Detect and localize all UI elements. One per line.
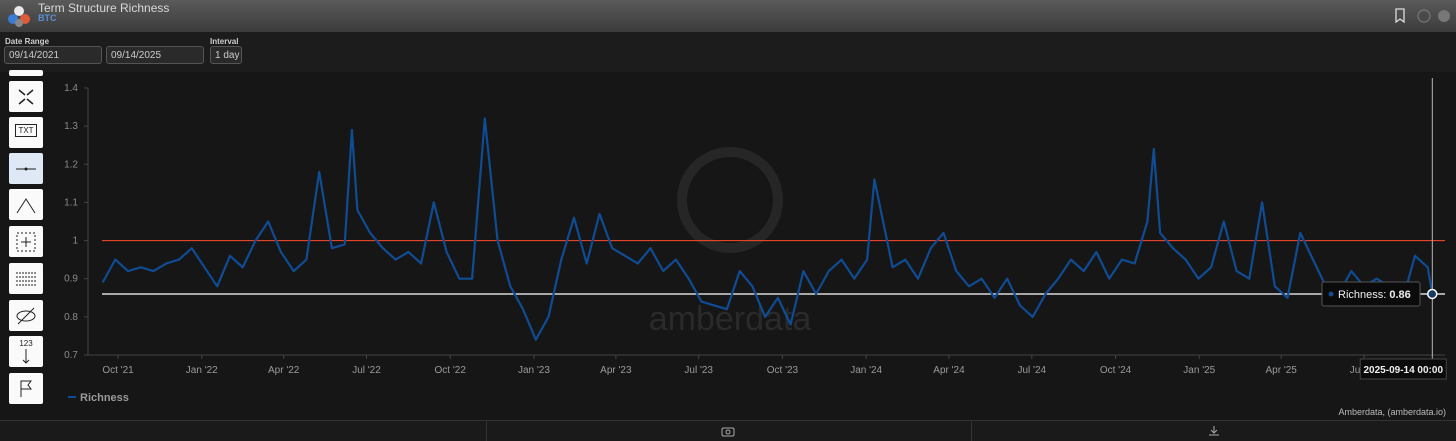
- y-tick-label: 1.3: [64, 121, 78, 132]
- x-tick-label: Apr '22: [268, 365, 300, 376]
- rect-tool[interactable]: [9, 226, 43, 257]
- x-tick-label: Jul '23: [684, 365, 713, 376]
- watermark-logo: [677, 147, 783, 253]
- tooltip: Richness: 0.86: [1338, 289, 1411, 301]
- interval-select[interactable]: 1 day: [210, 46, 242, 64]
- x-tick-label: Oct '22: [435, 365, 467, 376]
- number-tool-label: 123: [19, 339, 33, 348]
- x-tick-label: Jan '24: [850, 365, 882, 376]
- x-tick-label: Jul '22: [352, 365, 381, 376]
- date-range-label: Date Range: [5, 37, 50, 46]
- x-tick-label: Jul '24: [1018, 365, 1047, 376]
- grid-tool[interactable]: [9, 263, 43, 294]
- legend-label[interactable]: Richness: [80, 392, 129, 404]
- footer-bar: [0, 420, 1456, 441]
- flag-tool[interactable]: [9, 373, 43, 404]
- hide-tool[interactable]: [9, 300, 43, 331]
- crosshair-label-box: [1359, 358, 1447, 380]
- tooltip-marker: [1328, 291, 1334, 297]
- header-icons[interactable]: [1390, 6, 1450, 26]
- y-tick-label: 0.8: [64, 312, 78, 323]
- y-tick-label: 1.4: [64, 83, 78, 94]
- x-tick-label: Oct '23: [767, 365, 799, 376]
- page-title: Term Structure Richness: [38, 1, 170, 15]
- tool[interactable]: [9, 70, 43, 76]
- x-tick-label: Oct '21: [102, 365, 134, 376]
- text-tool-label: TXT: [15, 124, 37, 137]
- y-tick-label: 1.1: [64, 197, 78, 208]
- controls: Date Range 09/14/2021 09/14/2025 Interva…: [0, 32, 1456, 72]
- app-logo: [8, 6, 30, 27]
- end-date-input[interactable]: 09/14/2025: [106, 46, 204, 64]
- data-line: [101, 117, 1434, 341]
- fit-tool[interactable]: [9, 81, 43, 112]
- y-tick-label: 1: [72, 236, 78, 247]
- number-tool[interactable]: 123: [9, 336, 43, 367]
- x-tick-label: Jan '23: [518, 365, 550, 376]
- line-tool[interactable]: [9, 153, 43, 184]
- chart: amberdata 0.7 0.8 0.9 1 1.1 1.2 1.3 1.4 Oct '21 Ja…: [0, 72, 1456, 420]
- download-button[interactable]: [1207, 425, 1221, 437]
- tooltip-value: 0.86: [1389, 289, 1410, 301]
- x-tick-label: Apr '23: [600, 365, 632, 376]
- tooltip-label: Richness:: [1338, 289, 1386, 301]
- interval-label: Interval: [210, 37, 239, 46]
- crosshair-label: 2025-09-14 00:00: [1364, 365, 1444, 376]
- fib-tool[interactable]: [9, 189, 43, 220]
- y-tick-label: 0.9: [64, 274, 78, 285]
- x-tick-label: Jan '25: [1183, 365, 1215, 376]
- y-tick-label: 1.2: [64, 159, 78, 170]
- screenshot-button[interactable]: [721, 425, 735, 437]
- watermark: amberdata: [649, 300, 812, 338]
- x-tick-label: Apr '24: [933, 365, 965, 376]
- hover-point: [1427, 288, 1438, 300]
- x-tick-label: Apr '25: [1265, 365, 1297, 376]
- credit: Amberdata, (amberdata.io): [1338, 407, 1446, 417]
- header-bar: Term Structure Richness BTC: [0, 0, 1456, 32]
- start-date-input[interactable]: 09/14/2021: [4, 46, 102, 64]
- text-tool[interactable]: TXT: [9, 117, 43, 148]
- x-tick-label: Jan '22: [186, 365, 218, 376]
- tooltip-box: [1321, 281, 1421, 307]
- y-tick-label: 0.7: [64, 350, 78, 361]
- page-subtitle: BTC: [38, 13, 57, 23]
- x-tick-label: Oct '24: [1100, 365, 1132, 376]
